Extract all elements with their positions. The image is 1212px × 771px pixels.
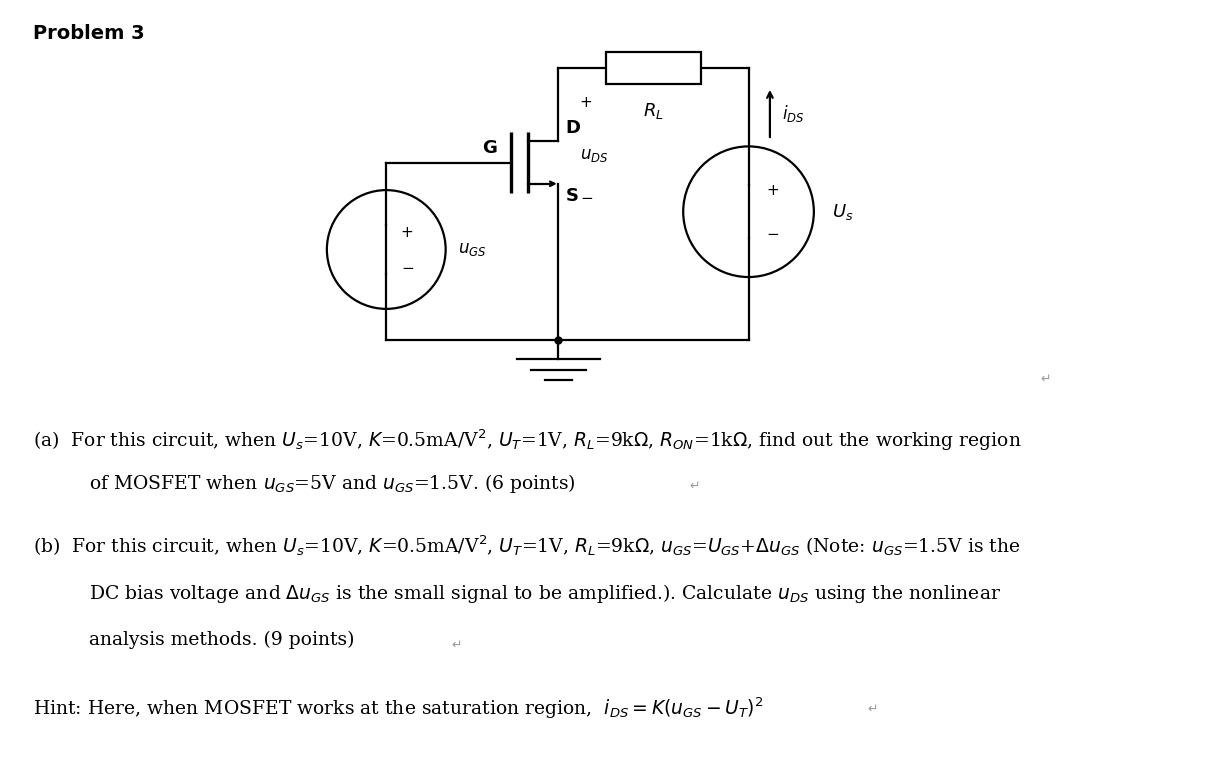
Text: Problem 3: Problem 3 [34,25,145,43]
Text: S: S [566,187,578,205]
Text: +: + [579,95,593,109]
Text: $-$: $-$ [766,225,779,240]
Text: $u_{GS}$: $u_{GS}$ [458,241,486,258]
Text: $U_s$: $U_s$ [831,202,853,222]
Text: (a)  For this circuit, when $U_s$=10V, $K$=0.5mA/V$^2$, $U_T$=1V, $R_L$=9k$\Omeg: (a) For this circuit, when $U_s$=10V, $K… [34,427,1022,453]
Text: ↵: ↵ [452,638,462,651]
Text: G: G [482,139,497,157]
Text: +: + [400,225,413,240]
Text: ↵: ↵ [690,480,699,493]
Text: $-$: $-$ [400,259,413,274]
Text: ↵: ↵ [868,703,877,715]
Text: D: D [566,119,581,137]
Bar [606,52,701,84]
Text: $R_L$: $R_L$ [644,101,664,120]
Text: DC bias voltage and $\Delta u_{GS}$ is the small signal to be amplified.). Calcu: DC bias voltage and $\Delta u_{GS}$ is t… [90,582,1001,605]
Text: analysis methods. (9 points): analysis methods. (9 points) [90,631,355,649]
Text: of MOSFET when $u_{GS}$=5V and $u_{GS}$=1.5V. (6 points): of MOSFET when $u_{GS}$=5V and $u_{GS}$=… [90,473,576,496]
Text: $-$: $-$ [579,189,593,204]
Text: $u_{DS}$: $u_{DS}$ [579,146,608,163]
Text: +: + [766,183,779,198]
Text: ↵: ↵ [1040,373,1051,386]
Text: Hint: Here, when MOSFET works at the saturation region,  $i_{DS} = K\left(u_{GS}: Hint: Here, when MOSFET works at the sat… [34,695,764,721]
Text: $i_{DS}$: $i_{DS}$ [782,103,805,124]
Text: (b)  For this circuit, when $U_s$=10V, $K$=0.5mA/V$^2$, $U_T$=1V, $R_L$=9k$\Omeg: (b) For this circuit, when $U_s$=10V, $K… [34,533,1021,557]
